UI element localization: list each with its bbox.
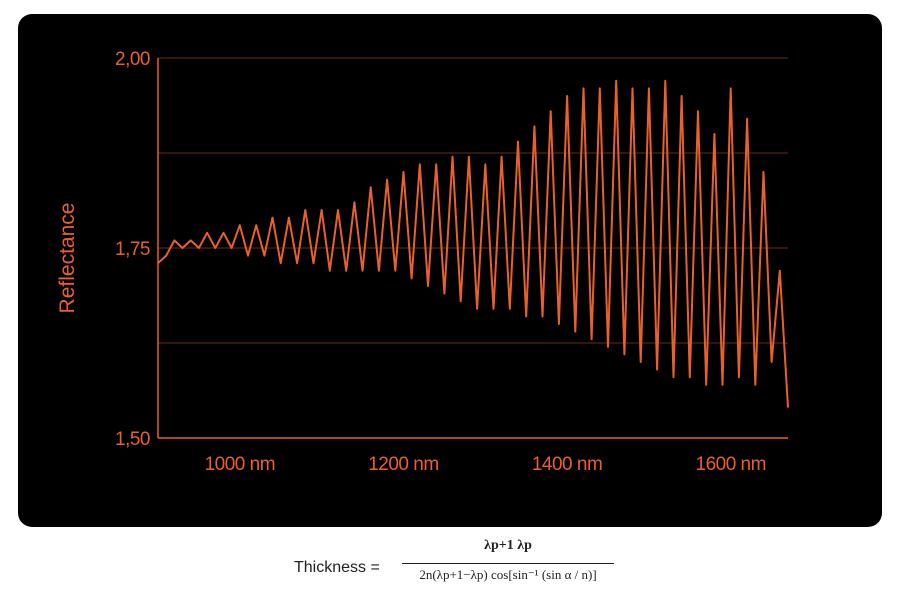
y-tick-label: 2,00 <box>115 49 150 70</box>
y-tick-label: 1,50 <box>115 429 150 450</box>
tick-labels: 1,50 1,75 2,00 1000 nm 1200 nm 1400 nm 1600 nm <box>115 49 766 475</box>
thickness-formula: Thickness = λp+1 λp 2n(λp+1−λp) cos[sin⁻… <box>0 538 900 598</box>
reflectance-chart: 1,50 1,75 2,00 1000 nm 1200 nm 1400 nm 1600 nm… <box>56 49 789 475</box>
x-tick-label: 1600 nm <box>696 454 766 475</box>
reflectance-series-line <box>157 79 789 408</box>
formula-numerator: λp+1 λp <box>484 538 532 553</box>
x-tick-label: 1200 nm <box>368 454 438 475</box>
y-axis-label: Reflectance <box>56 203 79 314</box>
x-tick-label: 1000 nm <box>205 454 275 475</box>
chart-panel <box>18 14 882 527</box>
formula-lhs: Thickness = <box>294 559 380 576</box>
formula-denominator: 2n(λp+1−λp) cos[sin⁻¹ (sin α / n)] <box>419 567 597 582</box>
formula-fraction-bar <box>402 563 614 564</box>
x-tick-label: 1400 nm <box>532 454 602 475</box>
y-tick-label: 1,75 <box>115 239 150 260</box>
